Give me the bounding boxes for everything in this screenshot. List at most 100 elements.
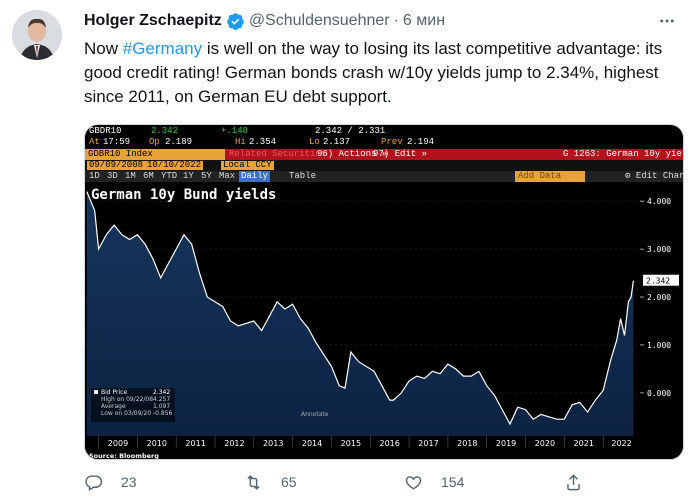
x-tick-label: 2010 <box>147 439 167 448</box>
y-tick-label: 1.000 <box>647 341 671 350</box>
add-data-input[interactable]: Add Data <box>515 171 585 182</box>
date-from-input[interactable]: 09/09/2008 <box>87 160 146 170</box>
retweet-icon <box>247 474 260 490</box>
terminal-index-row: GDBR10 Index Related Securities 96) Acti… <box>85 149 683 160</box>
terminal-period-row: 1D 3D 1M 6M YTD 1Y 5Y Max Daily Table Ad… <box>85 171 683 182</box>
tweet-actions: 23 65 154 <box>84 470 644 494</box>
verified-badge-icon <box>226 12 245 31</box>
lo-value: 2.137 <box>323 137 351 147</box>
terminal-date-row: 09/09/2008 10/10/2022 Local CCY <box>85 160 683 171</box>
retweet-count: 65 <box>281 474 297 490</box>
terminal-stats-row: At 17:59 Op 2.189 Hi 2.354 Lo 2.137 Prev… <box>85 137 683 148</box>
yield-line <box>86 191 634 426</box>
chart-title: German 10y Bund yields <box>91 187 276 203</box>
lo-label: Lo <box>309 137 320 147</box>
legend-high-label: High on 09/22/08 <box>101 396 153 403</box>
index-label[interactable]: GDBR10 Index <box>85 149 225 160</box>
period-3d[interactable]: 3D <box>107 171 118 181</box>
legend-avg-value: 1.097 <box>153 403 170 410</box>
like-button[interactable]: 154 <box>404 473 564 492</box>
tweet-timestamp[interactable]: 6 мин <box>402 12 446 29</box>
x-tick-label: 2014 <box>302 439 322 448</box>
bid-ask: 2.342 / 2.331 <box>315 126 386 136</box>
legend-high-value: 4.257 <box>153 396 170 403</box>
tweet-text: Now #Germany is well on the way to losin… <box>84 37 684 109</box>
period-6m[interactable]: 6M <box>143 171 154 181</box>
x-tick-label: 2018 <box>457 439 477 448</box>
edit-menu[interactable]: 97) Edit » <box>373 149 428 159</box>
y-tick-label: 4.000 <box>647 197 671 206</box>
x-tick-label: 2011 <box>185 439 205 448</box>
heart-icon <box>405 475 422 490</box>
price-change: +.148 <box>221 126 249 136</box>
frequency-select[interactable]: Daily <box>239 171 271 182</box>
currency-select[interactable]: Local CCY <box>221 160 274 170</box>
y-tick-label: 2.000 <box>647 293 671 302</box>
x-tick-label: 2015 <box>341 439 361 448</box>
y-axis: 4.000 3.000 2.000 1.000 0.000 <box>640 197 671 398</box>
x-axis-band <box>85 436 683 450</box>
tweet-text-body: is well on the way to losing its last co… <box>84 39 663 106</box>
reply-button[interactable]: 23 <box>84 473 244 492</box>
period-max[interactable]: Max <box>219 171 236 181</box>
reply-count: 23 <box>121 474 137 490</box>
annotate-button[interactable]: Annotate <box>301 411 329 418</box>
y-tick-label: 0.000 <box>647 389 671 398</box>
avatar[interactable] <box>12 10 62 60</box>
source-note: Source: Bloomberg <box>89 452 159 460</box>
period-1m[interactable]: 1M <box>125 171 136 181</box>
reply-icon <box>85 474 103 491</box>
last-value-box <box>643 274 679 286</box>
last-price: 2.342 <box>151 126 179 136</box>
x-tick-label: 2022 <box>611 439 631 448</box>
period-1y[interactable]: 1Y <box>183 171 194 181</box>
tweet-header: Holger Zschaepitz @Schuldensuehner · 6 м… <box>84 10 684 32</box>
x-tick-label: 2019 <box>496 439 516 448</box>
ticker: GBDR10 <box>89 126 122 136</box>
x-axis: 2009 2010 2011 2012 2013 2014 2015 2016 2017 2018… <box>85 436 683 450</box>
x-tick-label: 2016 <box>379 439 399 448</box>
period-ytd[interactable]: YTD <box>161 171 178 181</box>
related-securities[interactable]: Related Securities <box>229 149 327 159</box>
tweet-text-intro: Now <box>84 39 123 58</box>
prev-label: Prev <box>381 137 403 147</box>
legend-low-label: Low on 03/09/20 <box>101 410 151 417</box>
legend-bid-value: 2.342 <box>153 389 170 396</box>
legend-avg-label: Average <box>101 403 126 410</box>
page-title: G 1263: German 10y yields <box>563 149 683 159</box>
legend-bid-label: Bid Price <box>101 389 127 396</box>
yield-area <box>86 191 634 436</box>
retweet-button[interactable]: 65 <box>244 473 404 492</box>
tweet-media-image[interactable]: GBDR10 2.342 +.148 2.342 / 2.331 At 17:5… <box>84 124 684 460</box>
table-button[interactable]: Table <box>289 171 317 181</box>
op-label: Op <box>149 137 160 147</box>
legend-low-value: -0.856 <box>153 410 173 417</box>
x-tick-label: 2013 <box>263 439 283 448</box>
author-name[interactable]: Holger Zschaepitz <box>84 12 222 29</box>
x-tick-label: 2020 <box>535 439 555 448</box>
x-tick-label: 2012 <box>224 439 244 448</box>
hi-label: Hi <box>235 137 246 147</box>
more-options-icon[interactable] <box>656 10 678 32</box>
x-tick-label: 2009 <box>108 439 128 448</box>
period-5y[interactable]: 5Y <box>201 171 212 181</box>
share-button[interactable] <box>564 473 601 492</box>
op-value: 2.189 <box>165 137 193 147</box>
author-handle[interactable]: @Schuldensuehner <box>248 12 390 29</box>
last-value-label: 2.342 <box>646 277 670 286</box>
chart-legend: Bid Price 2.342 High on 09/22/08 4.257 A… <box>91 388 175 422</box>
share-icon <box>567 473 580 490</box>
terminal-quote-row: GBDR10 2.342 +.148 2.342 / 2.331 <box>85 126 683 137</box>
hashtag-link[interactable]: #Germany <box>122 39 203 58</box>
period-1d[interactable]: 1D <box>89 171 100 181</box>
edit-chart-button[interactable]: ⚙ Edit Chart <box>625 171 684 181</box>
yield-chart: German 10y Bund yields 4.000 3.000 2.000 1.… <box>85 182 683 460</box>
y-tick-label: 3.000 <box>647 245 671 254</box>
prev-value: 2.194 <box>407 137 435 147</box>
actions-menu[interactable]: 96) Actions » <box>317 149 388 159</box>
date-to-input[interactable]: 10/10/2022 <box>145 160 204 170</box>
hi-value: 2.354 <box>249 137 277 147</box>
x-tick-label: 2021 <box>574 439 594 448</box>
like-count: 154 <box>441 474 465 490</box>
at-time: 17:59 <box>103 137 131 147</box>
